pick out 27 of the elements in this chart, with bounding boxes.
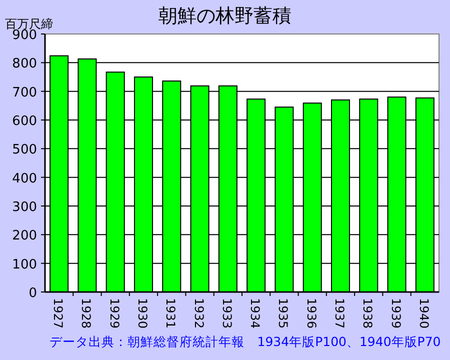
x-tick-label: 1931: [164, 298, 178, 329]
x-tick-label: 1935: [276, 298, 290, 329]
y-tick-label: 600: [12, 114, 37, 129]
y-tick-label: 800: [12, 56, 37, 72]
x-tick-label: 1939: [388, 298, 403, 329]
y-tick-label: 0: [28, 286, 37, 301]
y-tick-label: 700: [12, 85, 37, 100]
x-tick-label: 1940: [416, 298, 431, 329]
y-tick-label: 500: [12, 142, 37, 158]
y-tick-label: 200: [12, 228, 37, 244]
x-tick-label: 1936: [304, 298, 318, 329]
x-tick-label: 1928: [79, 298, 94, 329]
x-tick-label: 1930: [136, 298, 150, 329]
x-tick-label: 1937: [332, 298, 346, 329]
x-tick-label: 1934: [248, 298, 262, 329]
x-tick-label: 1927: [51, 298, 66, 329]
text: データ出典：朝鮮総督府統計年報 1934年版P100、1940年版P70: [49, 334, 441, 349]
chart-title: 朝鮮の林野蓄積: [158, 5, 292, 27]
x-tick-label: 1933: [220, 298, 234, 329]
y-axis-title: 百万尺締: [5, 17, 53, 31]
y-tick-label: 900: [12, 28, 37, 43]
x-tick-label: 1932: [192, 298, 206, 329]
y-tick-label: 300: [12, 200, 37, 215]
x-tick-label: 1929: [107, 298, 122, 329]
y-tick-label: 100: [12, 257, 37, 272]
x-tick-label: 1938: [360, 298, 375, 329]
y-tick-label: 400: [12, 171, 37, 186]
